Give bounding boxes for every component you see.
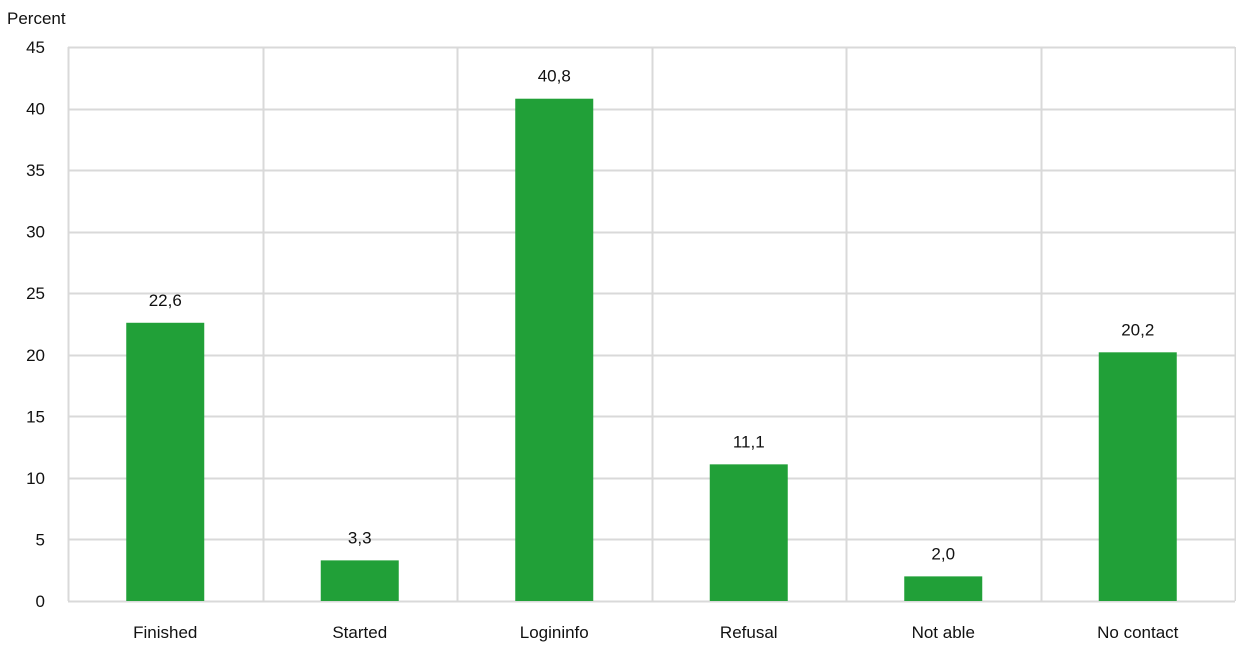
y-tick-label-2: 10 bbox=[26, 469, 45, 488]
value-labels: 22,6 3,3 40,8 11,1 2,0 20,2 bbox=[149, 67, 1155, 564]
x-tick-label-3: Refusal bbox=[720, 623, 778, 642]
bars bbox=[126, 98, 1177, 601]
value-label-1: 3,3 bbox=[348, 528, 372, 547]
y-tick-label-3: 15 bbox=[26, 407, 45, 426]
bar-finished bbox=[126, 322, 205, 601]
y-tick-label-0: 0 bbox=[36, 592, 45, 611]
y-axis-title: Percent bbox=[7, 9, 66, 28]
x-tick-label-2: Logininfo bbox=[520, 623, 589, 642]
y-tick-label-9: 45 bbox=[26, 38, 45, 57]
value-label-3: 11,1 bbox=[733, 432, 765, 451]
x-tick-label-5: No contact bbox=[1097, 623, 1179, 642]
x-tick-label-1: Started bbox=[332, 623, 387, 642]
y-tick-label-4: 20 bbox=[26, 346, 45, 365]
y-tick-label-7: 35 bbox=[26, 161, 45, 180]
y-tick-label-5: 25 bbox=[26, 284, 45, 303]
x-tick-label-0: Finished bbox=[133, 623, 197, 642]
value-label-0: 22,6 bbox=[149, 291, 182, 310]
gridlines bbox=[67, 46, 1236, 603]
y-tick-label-6: 30 bbox=[26, 223, 45, 242]
bar-refusal bbox=[709, 464, 788, 601]
value-label-5: 20,2 bbox=[1121, 320, 1154, 339]
bar-no-contact bbox=[1098, 352, 1177, 601]
y-tick-label-8: 40 bbox=[26, 100, 45, 119]
bar-logininfo bbox=[515, 98, 594, 601]
bar-not-able bbox=[904, 576, 983, 601]
y-tick-label-1: 5 bbox=[36, 530, 45, 549]
value-label-2: 40,8 bbox=[538, 67, 571, 86]
x-axis-ticks: Finished Started Logininfo Refusal Not able N… bbox=[133, 623, 1179, 642]
x-tick-label-4: Not able bbox=[912, 623, 975, 642]
value-label-4: 2,0 bbox=[931, 544, 955, 563]
y-axis-ticks: 0 5 10 15 20 25 30 35 40 45 bbox=[26, 38, 45, 611]
bar-started bbox=[320, 560, 399, 601]
